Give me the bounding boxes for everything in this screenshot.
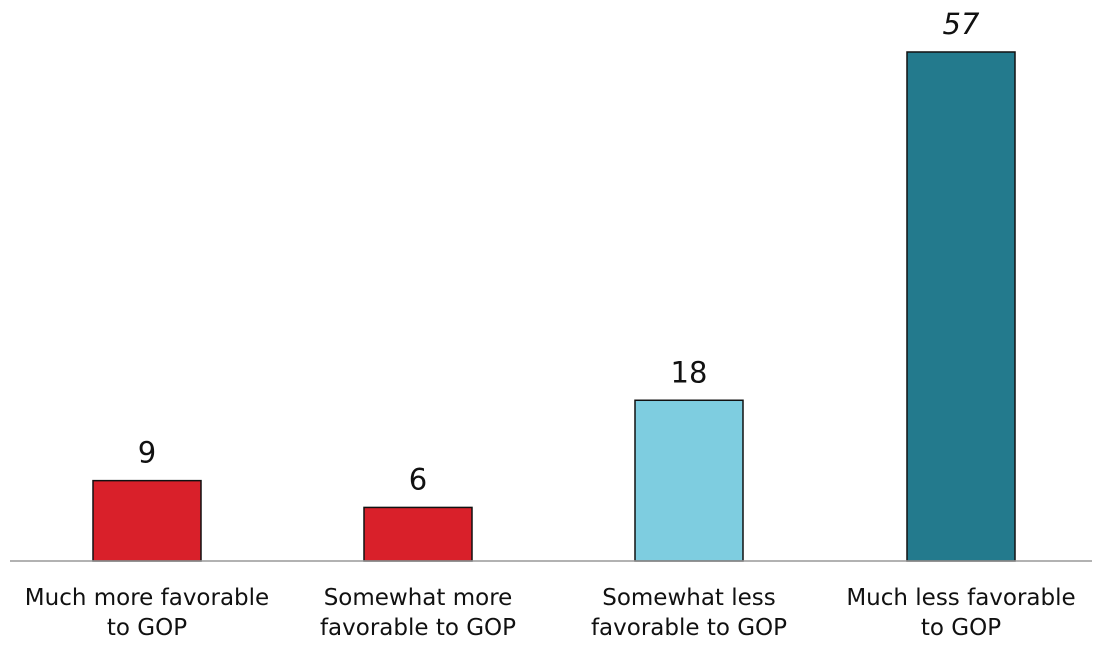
category-label-line: favorable to GOP bbox=[591, 615, 787, 641]
category-label-line: to GOP bbox=[107, 615, 187, 641]
category-label-line: Somewhat less bbox=[602, 585, 776, 611]
bars-group bbox=[92, 51, 1016, 562]
category-label-line: to GOP bbox=[921, 615, 1001, 641]
category-label-2: Somewhat more favorable to GOP bbox=[320, 585, 516, 641]
category-label-line: favorable to GOP bbox=[320, 615, 516, 641]
bar-4 bbox=[906, 51, 1016, 562]
value-labels-group: 9 6 18 57 bbox=[138, 7, 980, 496]
bar-3 bbox=[634, 399, 744, 562]
category-label-line: Somewhat more bbox=[324, 585, 513, 611]
category-label-3: Somewhat less favorable to GOP bbox=[591, 585, 787, 641]
category-label-line: Much less favorable bbox=[846, 585, 1075, 611]
value-label-2: 6 bbox=[409, 462, 427, 496]
category-label-1: Much more favorable to GOP bbox=[25, 585, 269, 641]
value-label-1: 9 bbox=[138, 436, 156, 470]
category-labels-group: Much more favorable to GOP Somewhat more fa… bbox=[25, 585, 1076, 641]
category-label-line: Much more favorable bbox=[25, 585, 269, 611]
category-label-4: Much less favorable to GOP bbox=[846, 585, 1075, 641]
bar-1 bbox=[92, 479, 202, 562]
value-label-4: 57 bbox=[943, 7, 980, 41]
value-label-3: 18 bbox=[671, 355, 708, 389]
bar-2 bbox=[363, 506, 473, 562]
